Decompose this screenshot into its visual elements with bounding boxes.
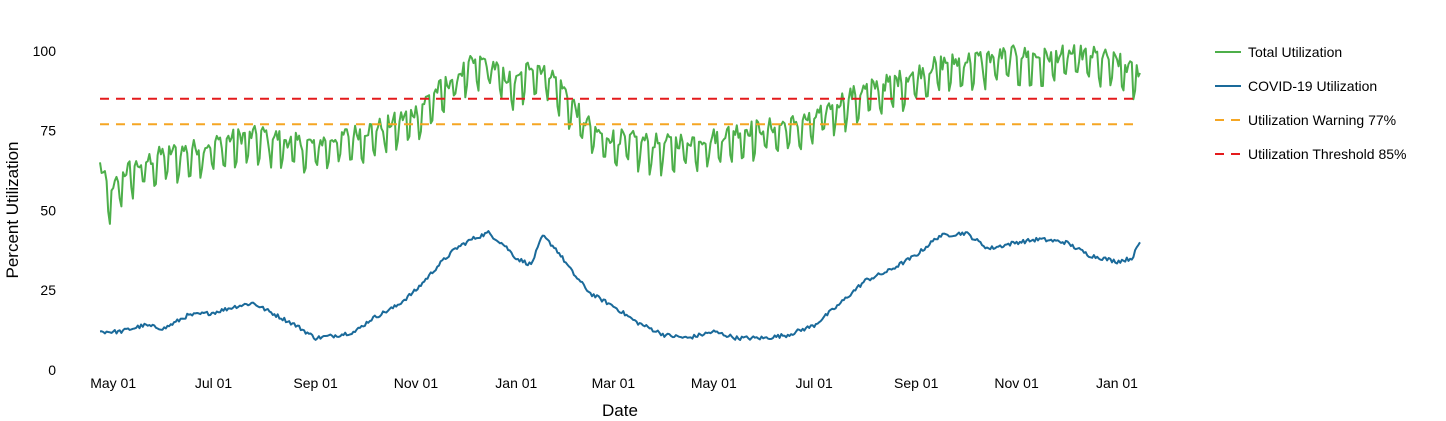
y-tick-label: 0: [48, 362, 56, 378]
x-axis: May 01 Jul 01 Sep 01 Nov 01 Jan 01 Mar 01 May …: [90, 375, 1138, 391]
legend-label: Utilization Threshold 85%: [1248, 146, 1407, 162]
x-tick-label: Sep 01: [293, 375, 338, 391]
x-tick-label: May 01: [691, 375, 737, 391]
x-tick-label: Jan 01: [495, 375, 537, 391]
legend: Total Utilization COVID-19 Utilization Uti…: [1215, 44, 1407, 162]
legend-label: COVID-19 Utilization: [1248, 78, 1377, 94]
y-axis-title: Percent Utilization: [3, 141, 22, 278]
x-tick-label: Jan 01: [1096, 375, 1138, 391]
series-line-2: [99, 230, 1141, 341]
x-tick-label: Jul 01: [795, 375, 833, 391]
legend-label: Utilization Warning 77%: [1248, 112, 1396, 128]
legend-label: Total Utilization: [1248, 44, 1342, 60]
series-line-1: [99, 44, 1141, 225]
y-tick-label: 50: [40, 202, 56, 218]
x-tick-label: Nov 01: [394, 375, 439, 391]
y-tick-label: 75: [40, 123, 56, 139]
y-tick-label: 25: [40, 282, 56, 298]
y-tick-label: 100: [33, 43, 57, 59]
series-layer: [99, 44, 1141, 341]
y-axis: 0 25 50 75 100: [33, 43, 57, 378]
x-tick-label: Sep 01: [894, 375, 939, 391]
x-tick-label: Nov 01: [994, 375, 1039, 391]
x-tick-label: Jul 01: [195, 375, 233, 391]
x-tick-label: Mar 01: [592, 375, 636, 391]
x-axis-title: Date: [602, 401, 638, 420]
x-tick-label: May 01: [90, 375, 136, 391]
